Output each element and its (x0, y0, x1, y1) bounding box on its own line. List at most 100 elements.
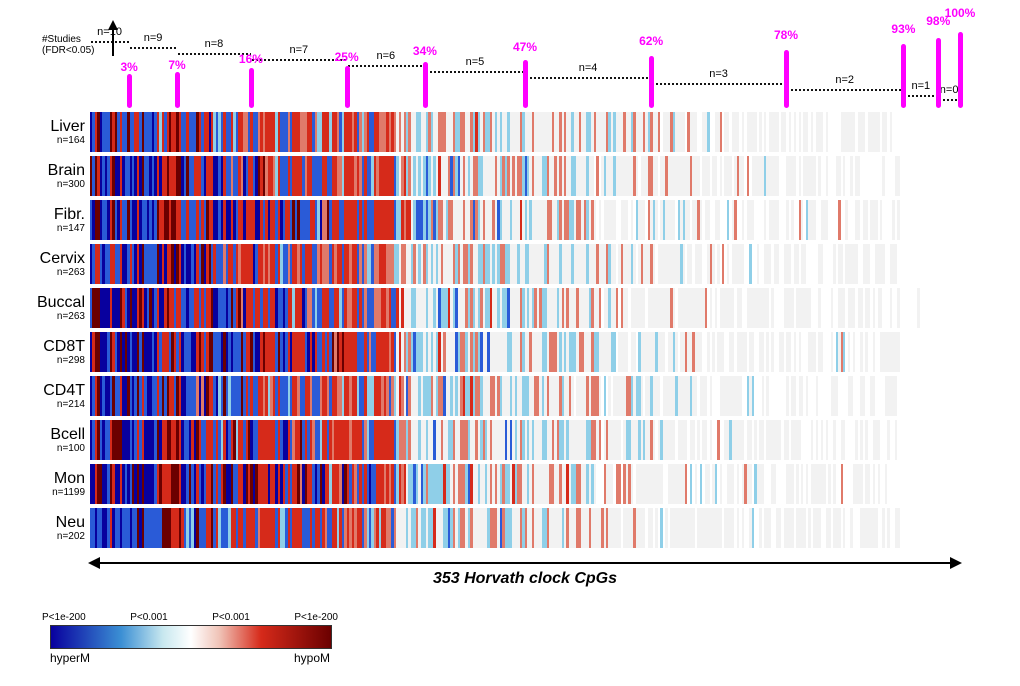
chart-container: #Studies (FDR<0.05) n=10 n=9 n=8 n=7 n=6 n=5 n… (20, 20, 1000, 665)
legend-ticks: P<1e-200 P<0.001 P<0.001 P<1e-200 (42, 612, 338, 623)
pct-label: 25% (335, 50, 359, 64)
heat-row-cells (90, 376, 960, 416)
pct-marker (649, 56, 654, 108)
pct-label: 62% (639, 34, 663, 48)
bracket-n-label: n=7 (289, 44, 308, 56)
pct-label: 78% (774, 28, 798, 42)
heatmap-row: Bcelln=100 (90, 418, 960, 462)
bracket-line (651, 82, 786, 85)
row-n: n=100 (20, 443, 85, 454)
row-label: Cervix (20, 250, 85, 268)
row-label: Mon (20, 470, 85, 488)
bracket-line (425, 70, 525, 73)
legend-gradient (50, 625, 332, 649)
row-n: n=147 (20, 223, 85, 234)
y-axis-label: #Studies (FDR<0.05) (42, 34, 95, 56)
legend-tick: P<0.001 (212, 612, 250, 623)
pct-marker (523, 60, 528, 108)
heatmap-row: Monn=1199 (90, 462, 960, 506)
row-n: n=300 (20, 179, 85, 190)
row-label: Bcell (20, 426, 85, 444)
row-n: n=1199 (20, 487, 85, 498)
heatmap-row: Fibr.n=147 (90, 198, 960, 242)
row-label-block: Livern=164 (20, 118, 85, 147)
pct-label: 7% (168, 58, 185, 72)
heat-row-cells (90, 332, 960, 372)
row-label-block: Cervixn=263 (20, 250, 85, 279)
bracket-n-label: n=8 (205, 38, 224, 50)
heat-row-cells (90, 112, 960, 152)
x-axis: 353 Horvath clock CpGs (90, 556, 960, 592)
legend-tick: P<1e-200 (294, 612, 338, 623)
pct-label: 16% (239, 52, 263, 66)
row-label-block: Monn=1199 (20, 470, 85, 499)
bracket-line (525, 76, 651, 79)
bracket-line (938, 98, 960, 101)
heat-row-cells (90, 156, 960, 196)
row-label: CD4T (20, 382, 85, 400)
row-label: Fibr. (20, 206, 85, 224)
pct-marker (423, 62, 428, 108)
bracket-n-label: n=3 (709, 68, 728, 80)
legend-label-hypo: hypoM (294, 651, 330, 665)
x-axis-title: 353 Horvath clock CpGs (90, 570, 960, 588)
pct-label: 93% (891, 22, 915, 36)
row-label: Liver (20, 118, 85, 136)
row-label-block: Fibr.n=147 (20, 206, 85, 235)
row-label-block: CD8Tn=298 (20, 338, 85, 367)
heat-row-cells (90, 508, 960, 548)
bracket-line (129, 46, 177, 49)
pct-marker (958, 32, 963, 108)
bracket-line (786, 88, 903, 91)
bracket-n-label: n=5 (466, 56, 485, 68)
heatmap-row: Brainn=300 (90, 154, 960, 198)
row-label: CD8T (20, 338, 85, 356)
pct-marker (175, 72, 180, 108)
legend-tick: P<1e-200 (42, 612, 86, 623)
pct-marker (249, 68, 254, 108)
row-label: Buccal (20, 294, 85, 312)
row-n: n=164 (20, 135, 85, 146)
bracket-line (90, 40, 129, 43)
pct-marker (936, 38, 941, 108)
pct-label: 34% (413, 44, 437, 58)
row-n: n=214 (20, 399, 85, 410)
pct-label: 47% (513, 40, 537, 54)
legend-label-hyper: hyperM (50, 651, 90, 665)
bracket-n-label: n=6 (376, 50, 395, 62)
row-n: n=298 (20, 355, 85, 366)
row-label: Neu (20, 514, 85, 532)
bracket-n-label: n=1 (912, 80, 931, 92)
pct-marker (784, 50, 789, 108)
row-label-block: Buccaln=263 (20, 294, 85, 323)
heatmap-row: Cervixn=263 (90, 242, 960, 286)
color-legend: P<1e-200 P<0.001 P<0.001 P<1e-200 hyperM… (50, 612, 370, 665)
heat-row-cells (90, 464, 960, 504)
row-label-block: CD4Tn=214 (20, 382, 85, 411)
row-label-block: Brainn=300 (20, 162, 85, 191)
heatmap-row: Buccaln=263 (90, 286, 960, 330)
x-arrow-right (950, 557, 962, 569)
heat-row-cells (90, 420, 960, 460)
bracket-n-label: n=4 (579, 62, 598, 74)
bracket-line (903, 94, 938, 97)
pct-marker (345, 66, 350, 108)
row-n: n=202 (20, 531, 85, 542)
heatmap-rows: Livern=164Brainn=300Fibr.n=147Cervixn=26… (90, 110, 960, 550)
heat-row-cells (90, 288, 960, 328)
heat-row-cells (90, 200, 960, 240)
heatmap-row: Livern=164 (90, 110, 960, 154)
pct-marker (901, 44, 906, 108)
bracket-n-label: n=10 (97, 26, 122, 38)
bracket-n-label: n=0 (940, 84, 959, 96)
heatmap-row: CD8Tn=298 (90, 330, 960, 374)
row-label: Brain (20, 162, 85, 180)
legend-tick: P<0.001 (130, 612, 168, 623)
row-n: n=263 (20, 267, 85, 278)
top-axis: #Studies (FDR<0.05) n=10n=9n=8n=7n=6n=5n… (90, 20, 960, 110)
bracket-n-label: n=2 (835, 74, 854, 86)
heatmap-row: CD4Tn=214 (90, 374, 960, 418)
row-label-block: Neun=202 (20, 514, 85, 543)
row-label-block: Bcelln=100 (20, 426, 85, 455)
bracket-n-label: n=9 (144, 32, 163, 44)
